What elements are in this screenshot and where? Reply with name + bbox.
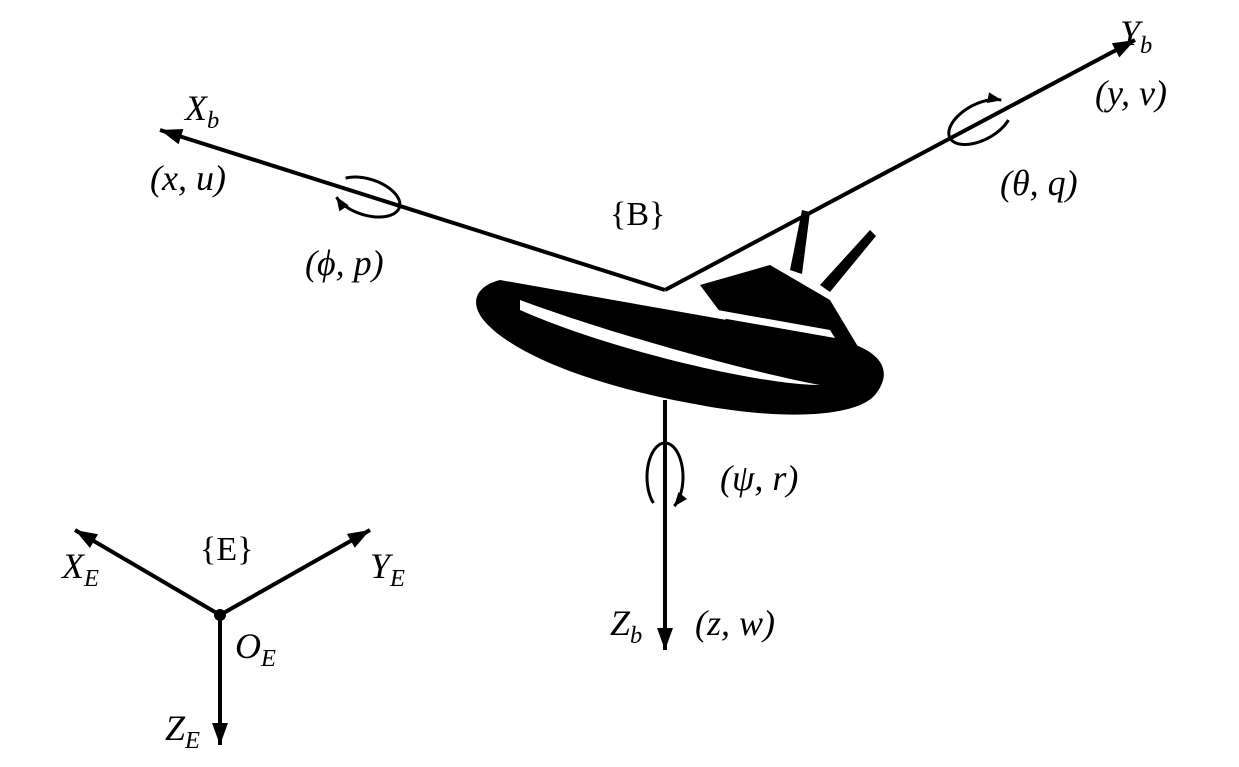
coordinate-system-diagram: {B} Xb (x, u) (ϕ, p) Yb (y, v) (θ, q) Zb (z, w) (… bbox=[0, 0, 1239, 767]
label-Xb: Xb bbox=[183, 88, 219, 134]
earth-origin-dot bbox=[214, 609, 226, 621]
earth-axis-z bbox=[212, 615, 228, 745]
label-ZE: ZE bbox=[165, 708, 200, 754]
label-phi-p: (ϕ, p) bbox=[305, 243, 384, 283]
label-XE: XE bbox=[60, 546, 99, 592]
rotation-arc-theta bbox=[942, 89, 1015, 154]
label-yv: (y, v) bbox=[1095, 73, 1167, 113]
label-Yb: Yb bbox=[1120, 13, 1152, 59]
ship-silhouette bbox=[476, 210, 884, 415]
label-psi-r: (ψ, r) bbox=[720, 458, 798, 498]
rotation-arc-psi bbox=[647, 443, 687, 506]
earth-frame-label: {E} bbox=[200, 531, 253, 568]
body-frame-label: {B} bbox=[610, 196, 665, 233]
label-YE: YE bbox=[370, 546, 405, 592]
label-OE: OE bbox=[235, 626, 276, 672]
label-Zb: Zb bbox=[610, 603, 642, 649]
label-zw: (z, w) bbox=[695, 603, 775, 643]
label-theta-q: (θ, q) bbox=[1000, 163, 1078, 203]
body-axis-x bbox=[160, 129, 665, 290]
label-xu: (x, u) bbox=[150, 158, 226, 198]
body-axis-z bbox=[657, 400, 673, 650]
